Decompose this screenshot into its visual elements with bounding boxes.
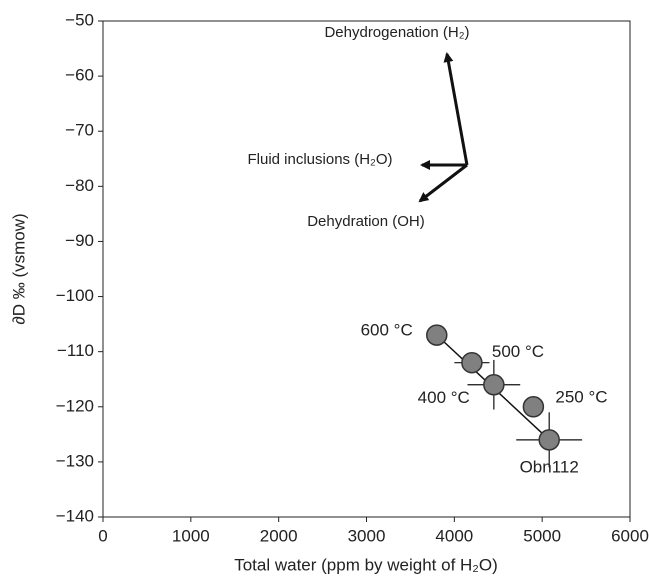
y-tick-label: −110 bbox=[57, 341, 94, 360]
point-label: 250 °C bbox=[555, 387, 607, 406]
arrow bbox=[443, 52, 469, 166]
point-label: 600 °C bbox=[361, 321, 413, 340]
y-tick-label: −50 bbox=[65, 10, 94, 29]
point bbox=[461, 351, 483, 374]
point bbox=[426, 324, 448, 346]
point-label: 400 °C bbox=[418, 388, 470, 407]
point bbox=[483, 373, 505, 396]
y-tick-label: −130 bbox=[56, 451, 94, 470]
x-tick-label: 2000 bbox=[260, 526, 298, 545]
annotation: Fluid inclusions (H₂O) bbox=[247, 151, 392, 168]
point-label: 500 °C bbox=[492, 342, 544, 361]
y-tick-label: −100 bbox=[56, 286, 94, 305]
arrow bbox=[418, 163, 468, 203]
point-label: Obn112 bbox=[520, 457, 579, 476]
y-tick-label: −60 bbox=[65, 66, 94, 85]
y-tick-label: −80 bbox=[65, 176, 94, 195]
y-tick-label: −90 bbox=[65, 231, 94, 250]
x-tick-label: 5000 bbox=[523, 526, 561, 545]
x-tick-label: 1000 bbox=[172, 526, 210, 545]
x-tick-label: 3000 bbox=[348, 526, 386, 545]
y-tick-label: −140 bbox=[56, 506, 94, 525]
x-tick-label: 6000 bbox=[611, 526, 649, 545]
point bbox=[538, 429, 560, 451]
y-axis-title: ∂D ‰ (vsmow) bbox=[9, 213, 28, 324]
annotation: Dehydrogenation (H₂) bbox=[324, 24, 469, 41]
x-tick-label: 4000 bbox=[435, 526, 473, 545]
point bbox=[522, 396, 545, 418]
annotation: Dehydration (OH) bbox=[307, 213, 425, 230]
y-tick-label: −120 bbox=[56, 396, 94, 415]
x-axis-title: Total water (ppm by weight of H₂O) bbox=[234, 555, 498, 574]
y-tick-label: −70 bbox=[65, 121, 94, 140]
x-tick-label: 0 bbox=[98, 526, 107, 545]
